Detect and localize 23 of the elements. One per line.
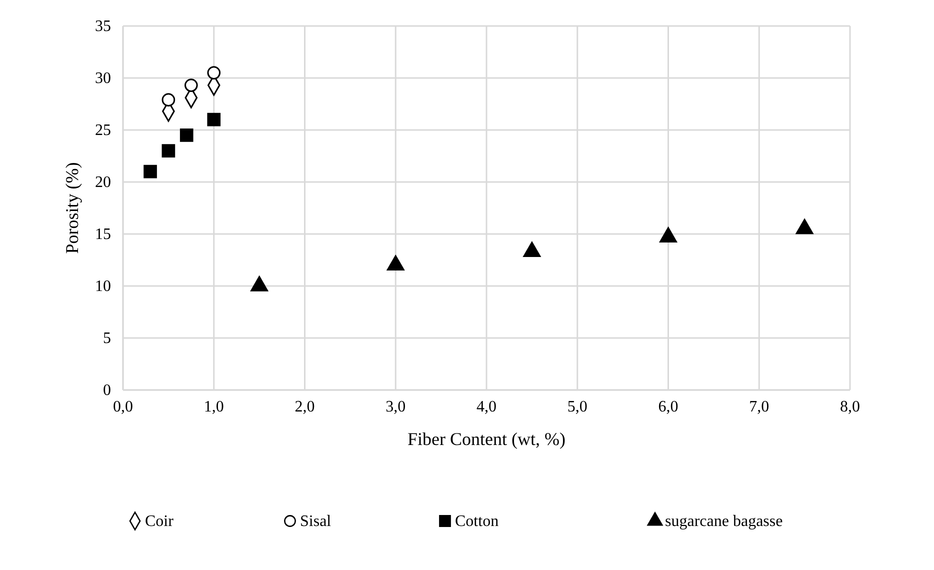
x-tick-label: 0,0 [113,398,133,416]
y-axis-title: Porosity (%) [62,162,82,254]
y-tick-label: 5 [103,330,111,348]
y-tick-label: 10 [95,278,111,296]
y-tick-label: 25 [95,122,111,140]
y-tick-label: 20 [95,174,111,192]
legend-label: sugarcane bagasse [665,513,783,530]
x-tick-label: 4,0 [476,398,496,416]
x-tick-label: 1,0 [204,398,224,416]
x-tick-label: 3,0 [386,398,406,416]
x-tick-label: 5,0 [567,398,588,416]
y-tick-label: 30 [95,70,111,88]
x-tick-label: 6,0 [658,398,678,416]
y-tick-label: 0 [103,382,111,400]
x-tick-label: 2,0 [294,398,315,416]
legend-label: Sisal [300,513,332,530]
y-tick-label: 15 [95,226,111,244]
legend-label: Coir [145,513,174,530]
x-tick-label: 8,0 [840,398,860,416]
x-tick-label: 7,0 [749,398,770,416]
legend-label: Cotton [455,513,499,530]
x-axis-title: Fiber Content (wt, %) [408,429,566,449]
y-tick-label: 35 [95,18,111,36]
